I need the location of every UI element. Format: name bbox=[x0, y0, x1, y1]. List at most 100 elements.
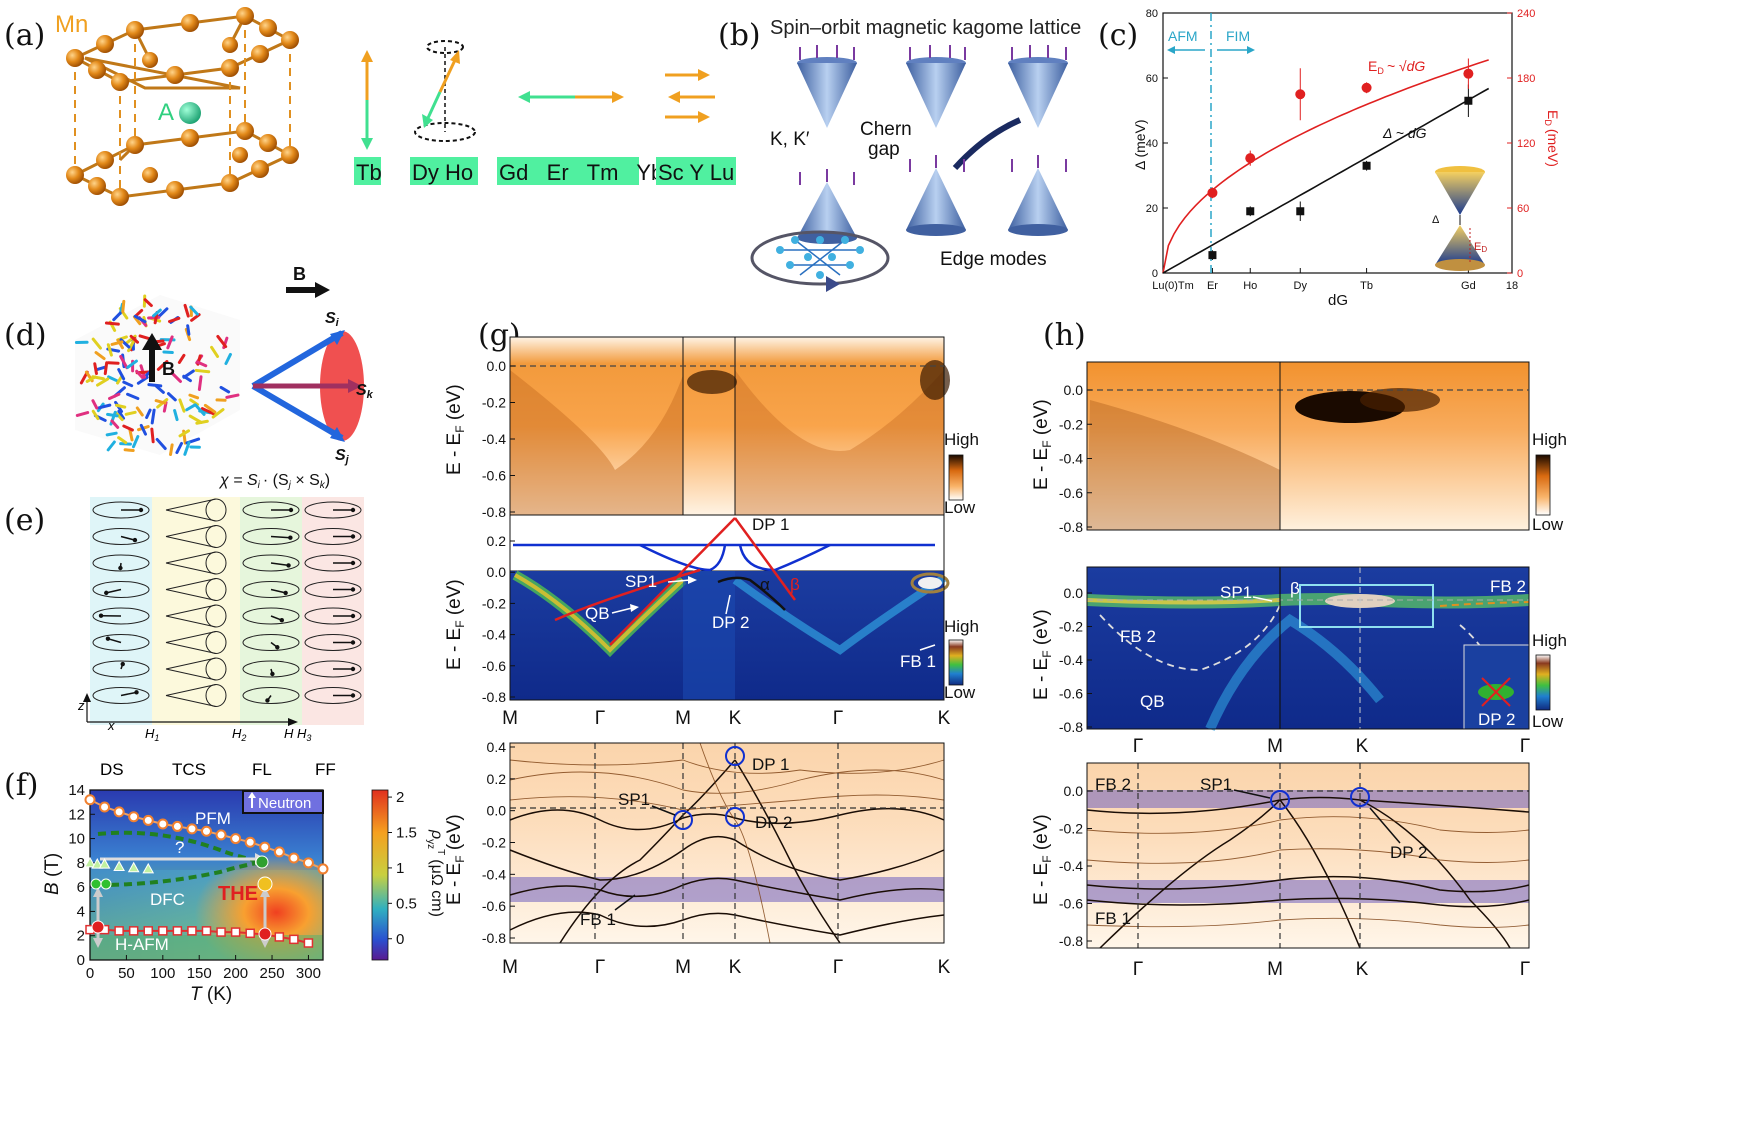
g-bot-ytick-tick-label: -0.2 bbox=[482, 835, 506, 851]
spin-arrow bbox=[122, 424, 134, 432]
delta-point bbox=[1464, 96, 1473, 105]
c-ytick-label: 60 bbox=[1146, 73, 1158, 85]
f-lower-point bbox=[187, 926, 197, 936]
g-top-low: Low bbox=[944, 498, 976, 517]
cone-edge bbox=[165, 498, 217, 511]
f-upper-point bbox=[84, 794, 96, 806]
g-bot-ytick-tick-label: 0.0 bbox=[487, 803, 507, 819]
f-lower-point bbox=[303, 938, 314, 948]
spin-arrow bbox=[182, 374, 192, 383]
panel-label-d: (d) bbox=[4, 318, 47, 353]
f-upper-point bbox=[288, 852, 300, 864]
spin-arrow bbox=[104, 321, 120, 326]
spin-arrow bbox=[95, 365, 108, 371]
h-top-ytick-tick-label: 0.0 bbox=[1064, 382, 1084, 398]
ed-formula: ED ~ √dG bbox=[1368, 58, 1425, 76]
spin-ellipse bbox=[304, 528, 362, 545]
edge-modes-label: Edge modes bbox=[940, 249, 1047, 270]
h-fb2-right: FB 2 bbox=[1490, 577, 1526, 596]
h-kpath-top-label: Γ bbox=[1520, 736, 1530, 757]
spin-arrow bbox=[103, 361, 109, 376]
f-upper-point bbox=[113, 806, 125, 818]
spin-arrow bbox=[185, 403, 197, 412]
spin-ellipse bbox=[242, 687, 300, 704]
f-upper-point bbox=[201, 825, 212, 837]
h-beta: β bbox=[1290, 579, 1300, 598]
spin-arrow bbox=[173, 409, 179, 422]
g-sp1: SP1 bbox=[625, 572, 657, 591]
spin-ellipse bbox=[304, 634, 362, 651]
spin-ellipse bbox=[242, 607, 300, 625]
panel-a-spins bbox=[361, 40, 715, 150]
cone-edge bbox=[165, 631, 217, 643]
panel-a-crystal: Mn bbox=[55, 7, 299, 206]
f-cbar-tick-label: 1.5 bbox=[396, 825, 417, 842]
spin-arrow bbox=[110, 419, 120, 429]
spin-arrow bbox=[145, 408, 152, 419]
spin-arrow bbox=[131, 435, 140, 449]
spin-head bbox=[120, 661, 125, 667]
chern-label-2: gap bbox=[868, 139, 900, 160]
spin-arrow bbox=[105, 431, 118, 437]
panel-label-b: (b) bbox=[718, 18, 761, 53]
g-kpath-bot-label: K bbox=[938, 957, 951, 978]
f-lower-point bbox=[274, 932, 285, 942]
g-ylabel-top: E - EF (eV) bbox=[444, 384, 467, 475]
h-mid-ytick-tick-label: 0.0 bbox=[1064, 585, 1084, 601]
spin-arrow bbox=[119, 354, 129, 370]
spin-arrow bbox=[91, 337, 102, 350]
cone-edge bbox=[165, 695, 217, 707]
g-mid-ytick-tick-label: 0.2 bbox=[487, 533, 507, 549]
f-lower-point bbox=[143, 926, 153, 936]
spin-arrow bbox=[150, 427, 155, 444]
g-qb: QB bbox=[585, 604, 610, 623]
ed-fit-line bbox=[1162, 59, 1489, 274]
g-alpha: α bbox=[760, 575, 770, 594]
spin-arrow bbox=[134, 308, 144, 318]
spin-arrow bbox=[110, 340, 124, 346]
spin-ellipse bbox=[92, 528, 150, 545]
inset-ed: ED bbox=[1474, 241, 1487, 254]
spin-ellipse bbox=[242, 554, 300, 572]
inset-delta: Δ bbox=[1432, 214, 1440, 226]
delta-point bbox=[1362, 161, 1371, 170]
g-dp1: DP 1 bbox=[752, 515, 790, 534]
h-bot-sp1: SP1 bbox=[1200, 775, 1232, 794]
f-cbar-tick-label: 0.5 bbox=[396, 895, 417, 912]
spin-arrow bbox=[224, 352, 232, 366]
panel-label-a: (a) bbox=[4, 18, 45, 53]
skyrmion-arrows bbox=[74, 294, 240, 457]
h-bot-fb2: FB 2 bbox=[1095, 775, 1131, 794]
spin-arrow bbox=[211, 408, 225, 419]
h-bot-dp2: DP 2 bbox=[1390, 843, 1428, 862]
f-ytick-label: 6 bbox=[77, 879, 85, 896]
cone-edge bbox=[165, 578, 217, 590]
f-upper-point bbox=[142, 814, 154, 826]
spin-arrow bbox=[194, 403, 206, 416]
g-kpath-bot-label: K bbox=[729, 957, 742, 978]
spin-arrow bbox=[136, 375, 149, 385]
spin-head bbox=[105, 636, 111, 641]
g-top-ytick-tick-label: -0.8 bbox=[482, 504, 506, 520]
f-cbar-tick-label: 0 bbox=[396, 931, 404, 948]
h-y-ticks: 0.0 -0.2 -0.4 -0.6 -0.8 0.0 -0.2 -0.4 -0.6 -0.8 0.… bbox=[1059, 382, 1092, 949]
d-b-label-top: B bbox=[293, 264, 306, 284]
g-top-ytick-tick-label: 0.0 bbox=[487, 358, 507, 374]
panel-d: B B Si Sk Sj χ = Si · (Sj × Sk) bbox=[74, 264, 374, 491]
spin-ellipse bbox=[304, 660, 362, 678]
spin-ellipse bbox=[92, 687, 150, 704]
h-kpath-top-label: K bbox=[1356, 736, 1369, 757]
cone-edge bbox=[165, 642, 217, 654]
spin-head bbox=[98, 613, 104, 618]
f-ytick-label: 0 bbox=[77, 952, 85, 969]
f-upper-point bbox=[259, 841, 271, 853]
g-ylabel-mid: E - EF (eV) bbox=[444, 579, 467, 670]
f-lower-point bbox=[230, 927, 241, 937]
spin-arrow bbox=[151, 308, 162, 318]
spin-arrow bbox=[156, 360, 169, 371]
panel-label-h: (h) bbox=[1043, 318, 1086, 353]
g-bot-ytick-tick-label: -0.4 bbox=[482, 866, 506, 882]
h-top-ytick-tick-label: -0.4 bbox=[1059, 451, 1083, 467]
